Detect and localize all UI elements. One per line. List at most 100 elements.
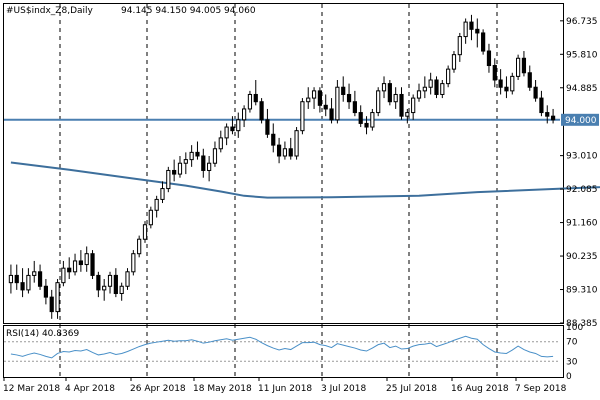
candle <box>55 279 60 319</box>
candle <box>72 253 78 276</box>
candle <box>504 76 509 99</box>
candle <box>411 94 416 120</box>
candle <box>521 51 527 77</box>
price-tick-label: 94.885 <box>566 84 598 94</box>
candle <box>142 221 148 243</box>
price-tick-label: 91.160 <box>566 219 598 229</box>
price-tag-label: 94.000 <box>565 116 597 126</box>
candle <box>481 29 486 55</box>
candle <box>26 268 31 294</box>
candle <box>545 105 550 124</box>
candle <box>14 264 19 290</box>
rsi-label: RSI(14) 40.8369 <box>6 329 79 339</box>
candle <box>451 51 457 73</box>
candle <box>207 155 212 182</box>
candle <box>20 268 25 298</box>
candle <box>189 145 194 167</box>
rsi-layer <box>4 335 560 362</box>
candle <box>457 32 462 62</box>
time-tick-label: 3 Jul 2018 <box>321 384 366 394</box>
candle <box>539 90 544 117</box>
time-tick-label: 4 Apr 2018 <box>65 384 115 394</box>
rsi-tick-label: 30 <box>566 357 578 367</box>
candle <box>201 148 206 178</box>
candle <box>96 271 101 298</box>
candle <box>434 76 439 99</box>
rsi-tick-label: 100 <box>566 323 583 333</box>
candle <box>242 105 247 128</box>
candle <box>172 159 177 182</box>
candle <box>428 72 433 95</box>
candle <box>236 112 241 138</box>
candle <box>195 141 200 160</box>
candle <box>32 260 37 283</box>
rsi-tick-label: 70 <box>566 338 578 348</box>
candle <box>475 18 480 48</box>
rsi-tick-label: 0 <box>566 372 572 382</box>
candle <box>533 79 538 102</box>
candle <box>137 235 142 258</box>
price-tick-label: 93.010 <box>566 152 598 162</box>
candle <box>446 65 451 88</box>
candle <box>498 69 503 95</box>
candle <box>78 250 83 272</box>
candle <box>67 257 72 280</box>
candle <box>550 108 556 124</box>
candle <box>218 130 223 153</box>
candle <box>381 76 387 99</box>
candle <box>265 108 270 138</box>
price-tick-label: 96.735 <box>566 17 598 27</box>
symbol-label: #US$indx_Z8,Daily <box>6 6 94 16</box>
price-axis: 96.735 95.810 94.885 93.010 92.085 91.160 90.2… <box>560 17 598 329</box>
candle <box>177 155 183 178</box>
current-price-tag: 94.000 <box>561 113 599 126</box>
candle <box>119 282 124 301</box>
candle <box>43 279 48 305</box>
price-tag-box <box>561 113 599 126</box>
rsi-axis: 100 70 30 0 <box>566 323 583 382</box>
time-tick-label: 16 Aug 2018 <box>451 384 509 394</box>
candle <box>317 87 322 113</box>
candle <box>154 195 159 218</box>
candle <box>335 79 340 124</box>
candle <box>259 98 264 124</box>
candle <box>376 87 381 117</box>
main-panel-frame <box>3 3 564 324</box>
candle <box>341 76 346 102</box>
candles-layer <box>8 14 556 319</box>
time-tick-label: 26 Apr 2018 <box>130 384 186 394</box>
price-tick-label: 92.085 <box>566 185 598 195</box>
candle <box>271 123 276 153</box>
candle <box>422 76 427 99</box>
price-tick-label: 89.310 <box>566 286 598 296</box>
candle <box>516 54 521 80</box>
candle <box>492 58 497 88</box>
vertical-grid <box>59 4 498 377</box>
price-tick-label: 88.385 <box>566 319 598 329</box>
candle <box>8 264 14 294</box>
time-tick-label: 7 Sep 2018 <box>515 384 567 394</box>
candle <box>37 264 43 290</box>
candle <box>306 87 311 109</box>
rsi-line <box>10 335 554 359</box>
candle <box>486 43 492 73</box>
candle <box>253 79 258 106</box>
candle <box>276 137 282 164</box>
candle <box>230 116 235 135</box>
candle <box>113 268 118 298</box>
candle <box>125 268 130 290</box>
candle <box>358 105 363 128</box>
ohlc-label: 94.145 94.150 94.005 94.060 <box>121 6 256 16</box>
candle <box>282 141 288 160</box>
time-tick-label: 12 Mar 2018 <box>3 384 60 394</box>
time-tick-label: 11 Jun 2018 <box>258 384 312 394</box>
candle <box>247 90 253 113</box>
candle <box>364 116 369 135</box>
candle <box>399 87 404 120</box>
rsi-panel-frame <box>3 325 564 378</box>
candle <box>370 108 375 131</box>
candle <box>527 65 532 91</box>
candle <box>131 250 136 276</box>
candle <box>329 98 334 124</box>
candle <box>323 94 328 117</box>
